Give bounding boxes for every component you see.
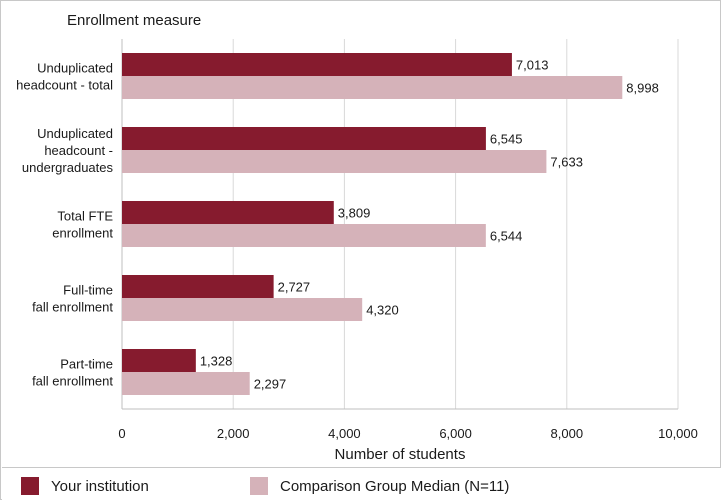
data-label: 1,328 [200, 354, 233, 369]
bar [122, 224, 486, 247]
data-label: 7,633 [550, 155, 583, 170]
data-labels: 7,013 8,998 6,545 7,633 3,809 6,544 2,727 4,320… [200, 58, 659, 392]
data-label: 2,727 [278, 280, 311, 295]
category-label: Unduplicated [37, 126, 113, 141]
data-label: 2,297 [254, 377, 287, 392]
legend: Your institution Comparison Group Median… [2, 467, 721, 501]
bar [122, 150, 547, 173]
data-label: 6,545 [490, 132, 523, 147]
legend-item-comparison-median: Comparison Group Median (N=11) [250, 477, 509, 495]
category-label: enrollment [52, 226, 113, 241]
data-label: 6,544 [490, 229, 523, 244]
bar [122, 298, 363, 321]
x-tick-label: 4,000 [328, 426, 361, 441]
legend-swatch-comparison-median [250, 477, 268, 495]
category-label: headcount - total [16, 78, 113, 93]
bar [122, 349, 196, 372]
bar [122, 127, 486, 150]
bar [122, 275, 274, 298]
category-label: Part-time [60, 357, 113, 372]
category-label: fall enrollment [32, 300, 113, 315]
bar [122, 76, 623, 99]
legend-label-comparison-median: Comparison Group Median (N=11) [280, 477, 510, 495]
x-axis-ticks: 0 2,000 4,000 6,000 8,000 10,000 [118, 426, 698, 441]
category-label: undergraduates [22, 160, 114, 175]
bars [122, 53, 623, 395]
data-label: 3,809 [338, 206, 371, 221]
legend-item-your-institution: Your institution [21, 477, 149, 495]
bar [122, 372, 250, 395]
bar [122, 53, 512, 76]
category-labels: Unduplicated headcount - total Unduplicate… [16, 61, 113, 389]
x-tick-label: 6,000 [439, 426, 472, 441]
data-label: 7,013 [516, 58, 549, 73]
legend-swatch-your-institution [21, 477, 39, 495]
category-label: headcount - [44, 143, 113, 158]
x-tick-label: 0 [118, 426, 125, 441]
category-label: Unduplicated [37, 61, 113, 76]
chart-title: Enrollment measure [67, 12, 201, 29]
category-label: fall enrollment [32, 374, 113, 389]
bar [122, 201, 334, 224]
legend-label-your-institution: Your institution [51, 477, 149, 495]
data-label: 8,998 [626, 81, 659, 96]
category-label: Full-time [63, 283, 113, 298]
data-label: 4,320 [366, 303, 399, 318]
x-tick-label: 8,000 [551, 426, 584, 441]
x-tick-label: 10,000 [658, 426, 698, 441]
x-tick-label: 2,000 [217, 426, 250, 441]
x-axis-label: Number of students [335, 446, 466, 463]
bar-chart: Enrollment measure 7,013 8,998 6,545 7,633 3… [16, 12, 698, 463]
category-label: Total FTE [57, 209, 113, 224]
